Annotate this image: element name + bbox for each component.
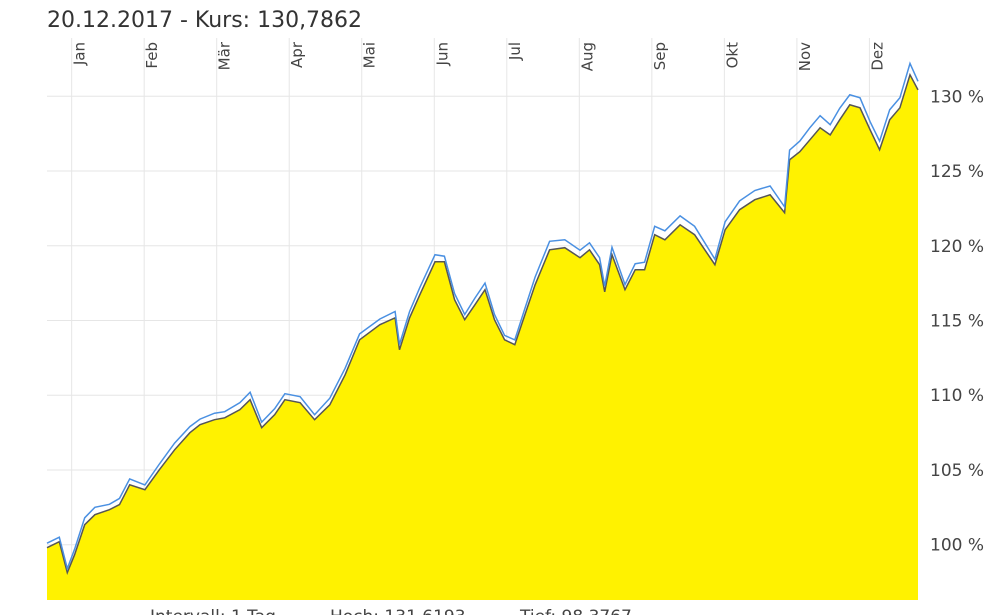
line (46, 61, 919, 572)
x-tick-label: Jul (506, 42, 524, 61)
x-tick-label: Nov (796, 42, 814, 71)
x-tick-label: Mär (216, 41, 234, 70)
x-tick-label: Sep (651, 42, 669, 70)
area (47, 74, 918, 601)
footer-text: Tief: 98,3767 (519, 607, 632, 615)
x-tick-label: Jan (71, 42, 89, 66)
y-tick-label: 130 % (930, 87, 984, 107)
y-tick-label: 110 % (930, 386, 984, 406)
footer-text: Hoch: 131,6193 (330, 607, 466, 615)
y-tick-label: 100 % (930, 536, 984, 556)
y-tick-label: 120 % (930, 237, 984, 257)
x-tick-label: Aug (578, 42, 596, 71)
x-tick-label: Jun (433, 42, 451, 66)
footer-text: Intervall: 1 Tag (150, 607, 276, 615)
chart-title: 20.12.2017 - Kurs: 130,7862 (47, 8, 362, 33)
x-tick-label: Apr (288, 41, 306, 68)
y-tick-label: 115 % (930, 311, 984, 331)
y-tick-label: 125 % (930, 162, 984, 182)
line (46, 72, 919, 575)
x-tick-label: Feb (143, 42, 161, 69)
x-tick-label: Mai (361, 42, 379, 68)
x-tick-label: Okt (723, 42, 741, 68)
y-tick-label: 105 % (930, 461, 984, 481)
x-tick-label: Dez (868, 42, 886, 71)
